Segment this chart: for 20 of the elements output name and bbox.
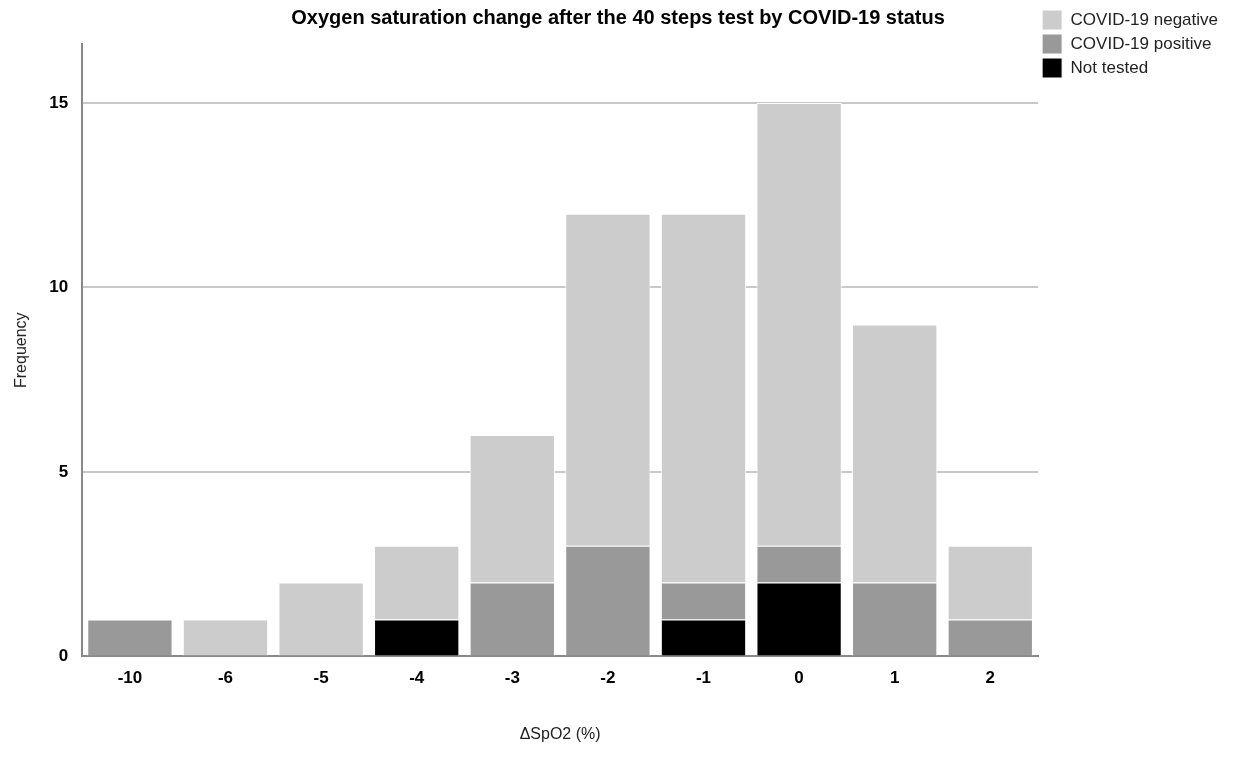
x-tick-label: -10 bbox=[117, 668, 143, 688]
legend-label: COVID-19 positive bbox=[1070, 33, 1212, 53]
y-tick-label: 0 bbox=[58, 646, 69, 666]
x-tick-label: -4 bbox=[409, 668, 425, 688]
x-tick-label: -2 bbox=[600, 668, 616, 688]
x-tick-label: 2 bbox=[985, 668, 996, 688]
x-tick-label: -5 bbox=[313, 668, 329, 688]
x-tick-label: -6 bbox=[217, 668, 234, 688]
x-axis-title: ΔSpO2 (%) bbox=[519, 724, 601, 742]
x-tick-label: 1 bbox=[889, 668, 900, 688]
legend-label: Not tested bbox=[1070, 57, 1149, 77]
y-tick-label: 10 bbox=[49, 277, 69, 297]
y-tick-label: 15 bbox=[49, 92, 69, 112]
y-axis-title: Frequency bbox=[12, 312, 30, 388]
x-tick-label: -1 bbox=[695, 668, 712, 688]
y-tick-label: 5 bbox=[58, 461, 69, 481]
chart-title: Oxygen saturation change after the 40 steps test by COVID-19 status bbox=[291, 5, 945, 28]
legend-label: COVID-19 negative bbox=[1070, 9, 1218, 29]
x-tick-label: 0 bbox=[794, 668, 804, 688]
x-tick-label: -3 bbox=[504, 668, 520, 688]
